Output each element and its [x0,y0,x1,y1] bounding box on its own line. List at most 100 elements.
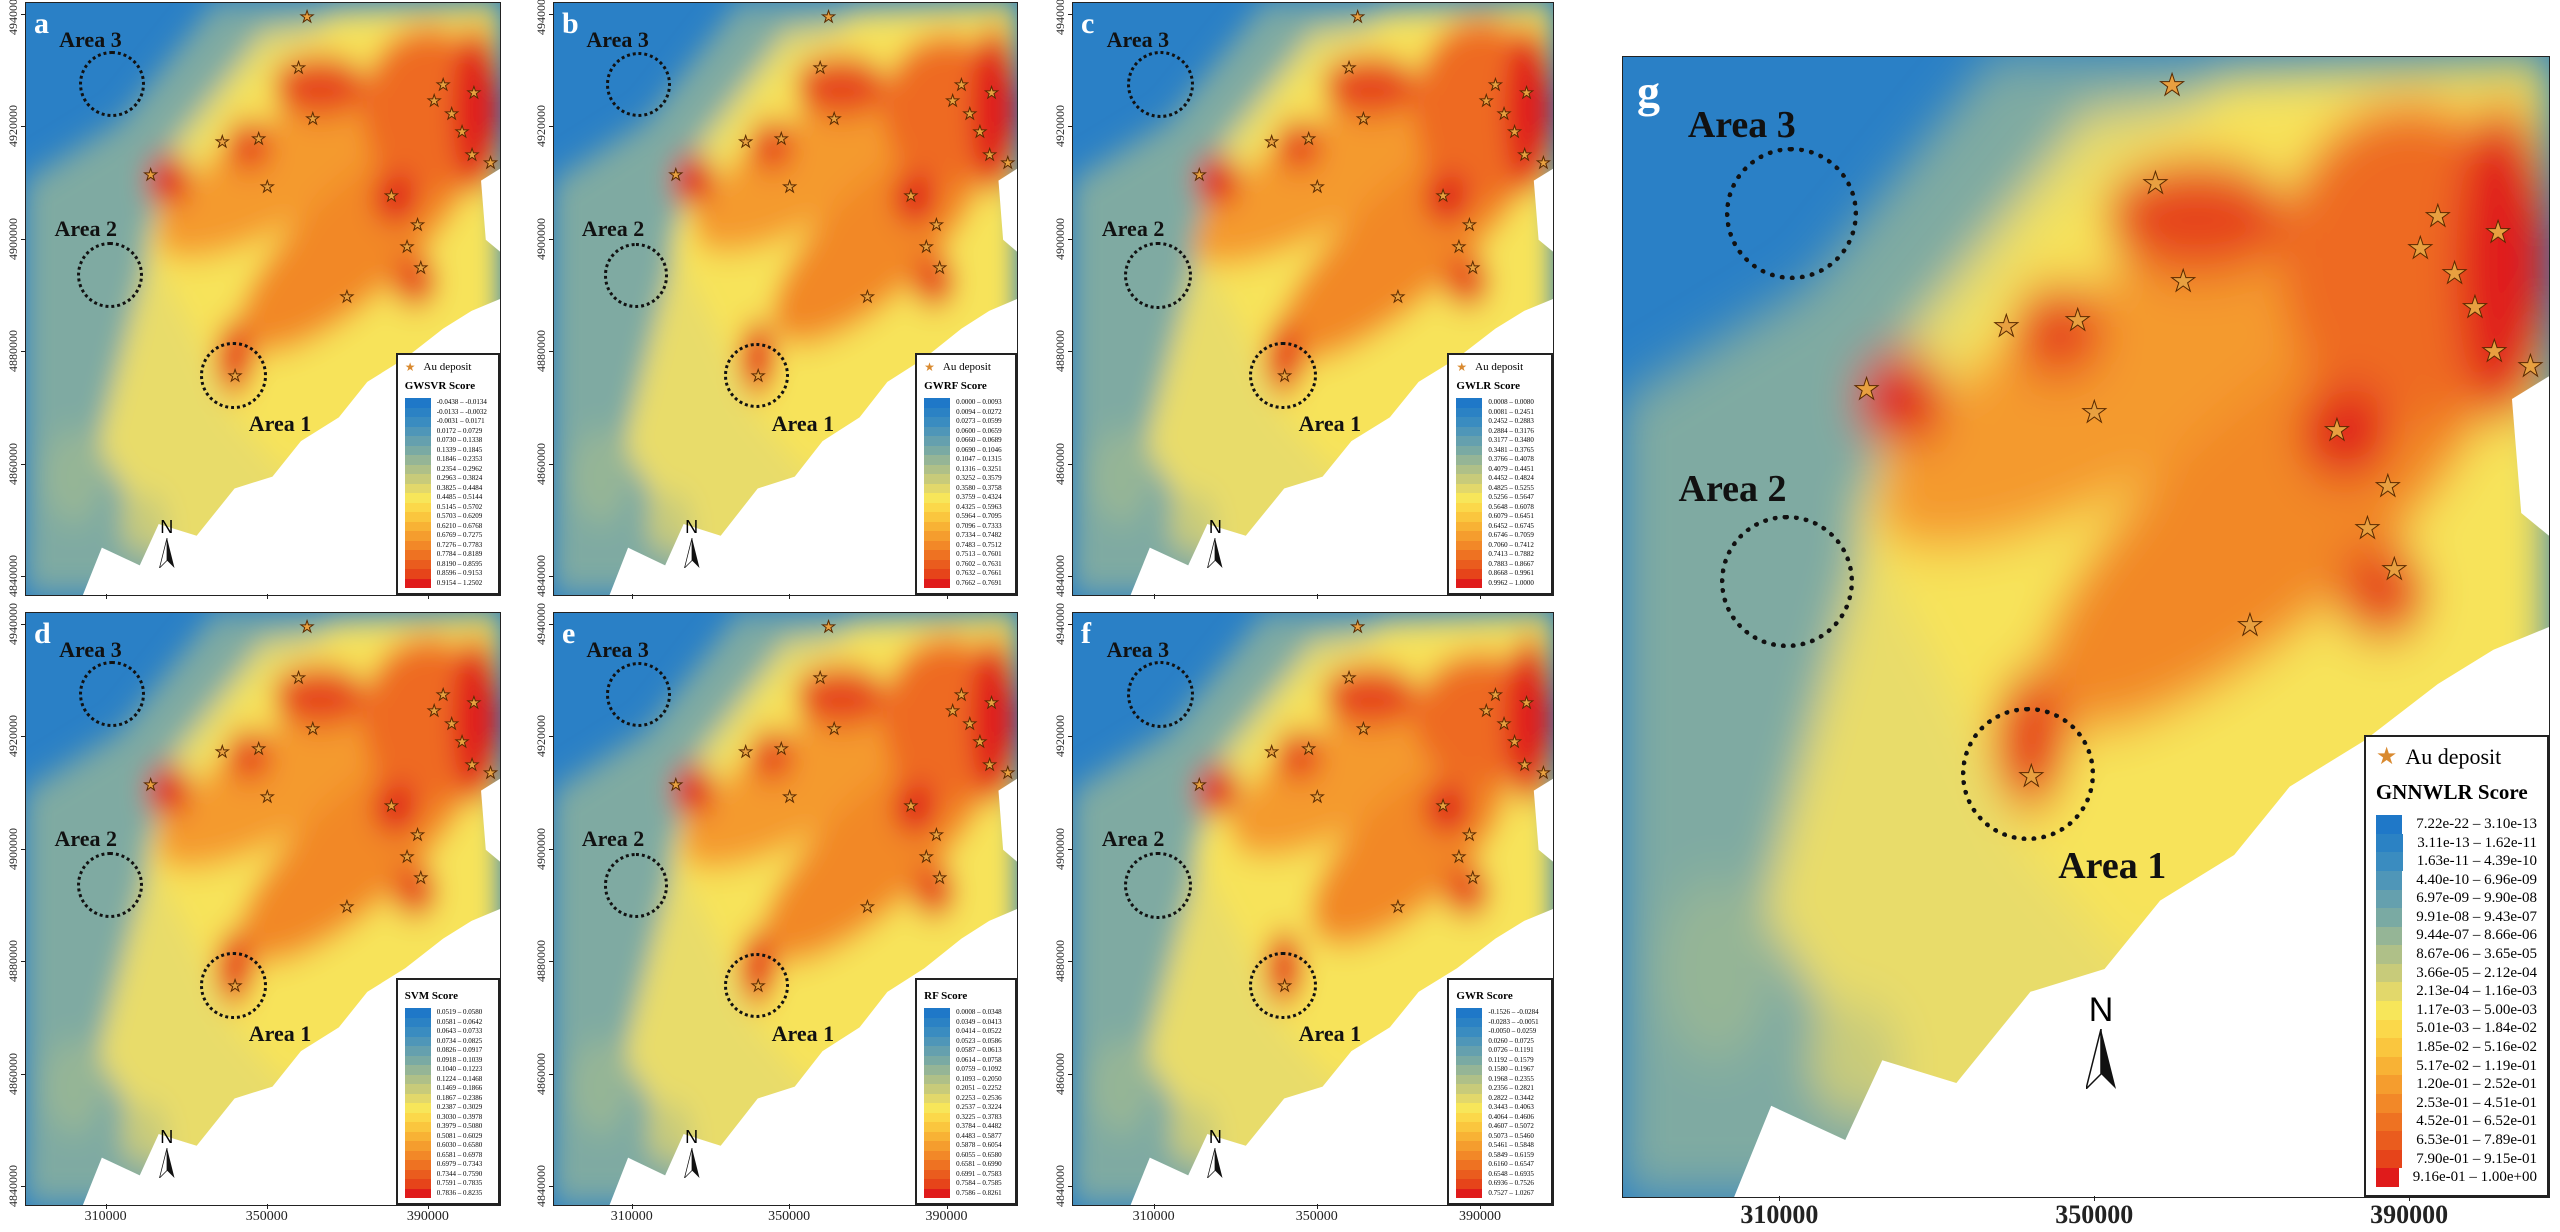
panel-letter: c [1081,7,1095,40]
legend-row: 0.5849 – 0.6159 [1456,1150,1544,1160]
legend-range: 0.0519 – 0.0580 [436,1008,483,1017]
x-tick-mark [631,594,633,599]
y-tick-mark [549,126,553,128]
legend-range: 0.3825 – 0.4484 [436,483,483,492]
legend-range: 0.1469 – 0.1866 [436,1084,483,1093]
legend-range: 0.7527 – 1.0267 [1488,1188,1534,1197]
area-circle [1126,660,1194,728]
au-deposit-star-icon: ★ [982,147,997,165]
x-tick-label: 350000 [245,1209,288,1224]
y-tick-label: 4900000 [534,827,548,870]
au-deposit-star-icon: ★ [227,368,243,386]
au-deposit-star-icon: ★ [1350,618,1365,636]
legend-row: 0.4079 – 0.4451 [1456,464,1544,474]
legend-swatch [404,1141,431,1151]
y-tick-label: 4920000 [534,105,548,148]
legend-swatch [404,1084,431,1094]
legend-row: 1.63e-11 – 4.39e-10 [2375,852,2537,871]
legend-swatch [404,1112,431,1122]
au-deposit-star-icon: ★ [2169,264,2197,298]
legend-range: 0.2884 – 0.3176 [1488,426,1534,435]
legend-swatch [1456,1017,1483,1027]
legend-row: 0.7344 – 0.7590 [404,1169,491,1179]
au-deposit-star-icon: ★ [305,110,320,128]
legend-range: 8.67e-06 – 3.65e-05 [2416,946,2537,963]
legend-row: 3.66e-05 – 2.12e-04 [2375,963,2537,983]
legend-range: 0.7591 – 0.7835 [436,1179,483,1188]
au-deposit-star-icon: ★ [1488,76,1503,94]
legend-row: 0.7836 – 0.8235 [404,1188,491,1198]
legend-range: 0.6548 – 0.6935 [1488,1169,1534,1178]
north-arrow: N [158,1127,175,1183]
legend-range: 0.4483 – 0.5877 [956,1131,1002,1140]
legend-swatch [1456,464,1483,474]
legend-swatch [2375,1149,2403,1169]
legend-row: 0.6936 – 0.7526 [1456,1179,1544,1189]
legend-row: 0.0643 – 0.0733 [404,1027,491,1037]
legend-range: 7.90e-01 – 9.15e-01 [2416,1150,2537,1167]
x-tick-mark [789,594,791,599]
y-tick-mark [21,961,25,963]
au-deposit-star-icon: ★ [932,870,947,888]
y-tick-mark [21,1186,25,1188]
y-tick-mark [21,126,25,128]
area-circle [79,660,146,728]
legend-swatch [924,1169,951,1179]
legend-swatch [924,398,951,408]
au-deposit-star-icon: ★ [1462,217,1477,235]
legend-swatch [1456,502,1483,512]
legend-swatch [924,1160,951,1170]
map-area: d Area 1 Area 2 Area 3 ★ ★ ★ ★ ★ ★ ★ ★ ★ ★ ★ ★ ★ ★ ★ ★ ★ ★ ★ ★ N… [25,612,501,1206]
legend-row: 0.1846 – 0.2353 [404,455,491,465]
au-deposit-star-icon: ★ [924,360,935,375]
legend-swatch [404,1046,431,1056]
legend-range: 0.2253 – 0.2536 [956,1093,1002,1102]
legend-swatch [1456,1055,1483,1065]
au-deposit-star-icon: ★ [413,870,428,888]
legend-swatch [404,426,431,436]
legend-row: 4.40e-10 – 6.96e-09 [2375,870,2537,890]
legend-swatch [1456,445,1483,455]
legend-swatch [2375,1075,2403,1095]
legend-range: 0.1040 – 0.1223 [436,1065,483,1074]
legend-row: 5.01e-03 – 1.84e-02 [2375,1019,2537,1039]
legend-row: 0.3030 – 0.3978 [404,1112,491,1122]
y-tick-label: 4920000 [6,715,20,758]
legend-row: 0.7334 – 0.7482 [924,531,1008,541]
legend-range: 0.5461 – 0.5848 [1488,1141,1534,1150]
legend-row: 0.8668 – 0.9961 [1456,569,1544,579]
legend-row: 0.6210 – 0.6768 [404,521,491,531]
legend-range: 0.6160 – 0.6547 [1488,1160,1534,1169]
au-deposit-star-icon: ★ [2080,395,2108,429]
legend-deposit-label: Au deposit [942,361,991,374]
au-deposit-star-icon: ★ [444,106,459,124]
au-deposit-star-icon: ★ [821,618,836,636]
legend-row: 9.44e-07 – 8.66e-06 [2375,926,2537,946]
legend-range: 0.2356 – 0.2821 [1488,1084,1534,1093]
panel-letter: e [562,617,576,650]
legend-swatch [924,474,951,484]
legend-swatch [2375,963,2403,983]
map-area: c Area 1 Area 2 Area 3 ★ ★ ★ ★ ★ ★ ★ ★ ★ ★ ★ ★ ★ ★ ★ ★ ★ ★ ★ ★ N… [1072,2,1554,596]
legend-swatch [404,417,431,427]
au-deposit-star-icon: ★ [1356,110,1371,128]
north-label: N [1208,1127,1222,1148]
legend-range: 0.0587 – 0.0613 [956,1046,1002,1055]
y-tick-label: 4900000 [6,217,20,260]
au-deposit-star-icon: ★ [384,188,399,206]
legend-swatch [404,1017,431,1027]
legend-range: 0.0826 – 0.0917 [436,1046,483,1055]
au-deposit-star-icon: ★ [826,720,842,738]
au-deposit-star-icon: ★ [1496,106,1512,124]
legend-range: 0.3580 – 0.3758 [956,483,1002,492]
legend-swatch [404,1122,431,1132]
legend-range: 0.3443 – 0.4063 [1488,1103,1534,1112]
legend-range: 0.4825 – 0.5255 [1488,483,1534,492]
legend-row: 0.2963 – 0.3824 [404,474,491,484]
au-deposit-star-icon: ★ [813,59,828,77]
legend-row: 0.6581 – 0.6990 [924,1160,1008,1170]
au-deposit-star-icon: ★ [399,239,415,257]
legend-range: 0.6936 – 0.7526 [1488,1179,1534,1188]
legend-swatch [2375,815,2403,834]
au-deposit-star-icon: ★ [2406,231,2434,265]
